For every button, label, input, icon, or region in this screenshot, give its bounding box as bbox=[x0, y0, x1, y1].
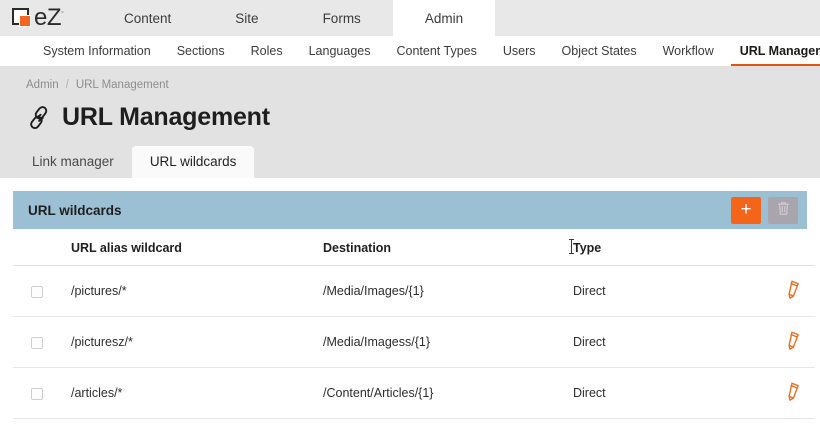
subnav-item-url-management[interactable]: URL Management bbox=[727, 36, 820, 66]
row-select-cell bbox=[13, 316, 71, 368]
breadcrumb-item-current: URL Management bbox=[75, 79, 169, 91]
breadcrumb: Admin / URL Management bbox=[0, 79, 820, 91]
pencil-edit-icon[interactable] bbox=[786, 279, 805, 303]
subnav-item-sections[interactable]: Sections bbox=[176, 44, 225, 58]
cell-destination: /Media/Images/{1} bbox=[323, 265, 573, 317]
subnav-item-roles[interactable]: Roles bbox=[250, 44, 283, 58]
admin-sub-navigation: System Information Sections Roles Langua… bbox=[0, 36, 820, 67]
row-select-cell bbox=[13, 367, 71, 419]
table-row[interactable]: /img/* /Media/Images/{1} Forward bbox=[13, 418, 815, 425]
table-body: /pictures/* /Media/Images/{1} Direct bbox=[13, 265, 815, 425]
cell-url-alias-wildcard: /img/* bbox=[71, 418, 323, 425]
content-tabs: Link manager URL wildcards bbox=[0, 132, 820, 178]
ez-logo-text: eZ° bbox=[34, 4, 64, 31]
breadcrumb-item-admin[interactable]: Admin bbox=[26, 79, 59, 91]
ez-logo-mark-icon bbox=[12, 7, 33, 29]
cell-url-alias-wildcard: /picturesz/* bbox=[71, 316, 323, 368]
top-navigation-bar: eZ° Content Site Forms Admin bbox=[0, 0, 820, 36]
cell-destination: /Media/Imagess/{1} bbox=[323, 316, 573, 368]
column-header-destination[interactable]: Destination bbox=[323, 229, 573, 266]
topnav-item-admin[interactable]: Admin bbox=[392, 0, 496, 36]
cell-actions bbox=[753, 367, 815, 419]
topnav-item-site[interactable]: Site bbox=[235, 10, 259, 26]
cell-type: Direct bbox=[573, 316, 753, 368]
add-wildcard-button[interactable]: + bbox=[731, 196, 761, 224]
row-checkbox[interactable] bbox=[31, 387, 43, 400]
row-checkbox[interactable] bbox=[31, 336, 43, 349]
trash-icon bbox=[777, 201, 790, 219]
row-select-cell bbox=[13, 265, 71, 317]
cell-type: Direct bbox=[573, 265, 753, 317]
cell-type: Forward bbox=[573, 418, 753, 425]
row-checkbox[interactable] bbox=[31, 285, 43, 298]
subnav-item-content-types[interactable]: Content Types bbox=[396, 44, 477, 58]
column-header-type[interactable]: Type bbox=[569, 229, 753, 266]
ez-logo[interactable]: eZ° bbox=[0, 0, 78, 36]
panel-actions: + bbox=[731, 196, 798, 224]
table-header-row: URL alias wildcard Destination Type bbox=[13, 229, 815, 266]
page-title: URL Management bbox=[62, 103, 270, 131]
pencil-edit-icon[interactable] bbox=[786, 330, 805, 354]
page-title-row: URL Management bbox=[0, 91, 820, 132]
column-header-url-alias-wildcard[interactable]: URL alias wildcard bbox=[71, 229, 323, 266]
page-header: Admin / URL Management URL Management Li… bbox=[0, 67, 820, 178]
panel-title: URL wildcards bbox=[28, 202, 122, 218]
table-row[interactable]: /picturesz/* /Media/Imagess/{1} Direct bbox=[13, 316, 815, 368]
top-nav-items: Content Site Forms Admin bbox=[92, 0, 496, 36]
plus-icon: + bbox=[740, 198, 752, 220]
breadcrumb-separator: / bbox=[65, 79, 69, 91]
delete-wildcard-button[interactable] bbox=[768, 196, 798, 224]
subnav-item-users[interactable]: Users bbox=[502, 44, 536, 58]
url-wildcards-card: URL wildcards + URL alias wildcard Desti… bbox=[0, 178, 820, 425]
cell-type: Direct bbox=[573, 367, 753, 419]
cell-actions bbox=[753, 418, 815, 425]
topnav-item-content[interactable]: Content bbox=[124, 10, 172, 26]
pencil-edit-icon[interactable] bbox=[786, 381, 805, 405]
column-header-actions bbox=[753, 229, 815, 266]
cell-destination: /Content/Articles/{1} bbox=[323, 367, 573, 419]
cell-actions bbox=[753, 265, 815, 317]
column-header-select bbox=[13, 229, 71, 266]
subnav-item-system-information[interactable]: System Information bbox=[43, 44, 151, 58]
subnav-item-object-states[interactable]: Object States bbox=[561, 44, 637, 58]
table-row[interactable]: /pictures/* /Media/Images/{1} Direct bbox=[13, 265, 815, 317]
table-row[interactable]: /articles/* /Content/Articles/{1} Direct bbox=[13, 367, 815, 419]
topnav-item-forms[interactable]: Forms bbox=[322, 10, 361, 26]
url-wildcards-table: URL alias wildcard Destination Type /pic… bbox=[13, 229, 815, 425]
link-chain-icon bbox=[26, 105, 52, 131]
row-select-cell bbox=[13, 418, 71, 425]
logo-trademark: ° bbox=[61, 11, 64, 18]
cell-actions bbox=[753, 316, 815, 368]
cell-url-alias-wildcard: /pictures/* bbox=[71, 265, 323, 317]
subnav-item-languages[interactable]: Languages bbox=[308, 44, 371, 58]
panel-header: URL wildcards + bbox=[13, 191, 807, 229]
cell-url-alias-wildcard: /articles/* bbox=[71, 367, 323, 419]
column-header-type-label: Type bbox=[573, 241, 602, 255]
text-cursor-caret bbox=[569, 239, 574, 254]
tab-url-wildcards[interactable]: URL wildcards bbox=[131, 146, 255, 178]
tab-link-manager[interactable]: Link manager bbox=[32, 154, 114, 169]
cell-destination: /Media/Images/{1} bbox=[323, 418, 573, 425]
subnav-item-workflow[interactable]: Workflow bbox=[662, 44, 714, 58]
